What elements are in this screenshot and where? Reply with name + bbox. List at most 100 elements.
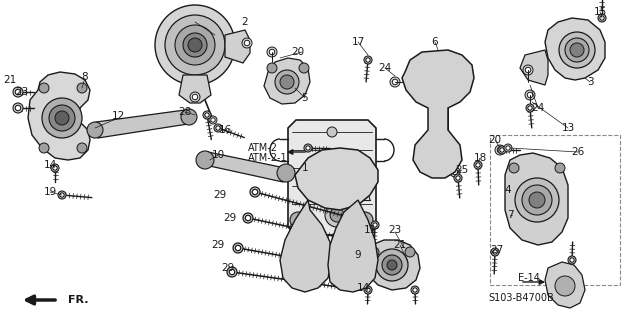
Text: ATM-2: ATM-2	[248, 143, 278, 153]
Text: 11: 11	[363, 225, 377, 235]
Circle shape	[227, 267, 237, 277]
Circle shape	[327, 127, 337, 137]
Polygon shape	[264, 58, 310, 104]
Circle shape	[497, 147, 503, 153]
Circle shape	[42, 98, 82, 138]
Text: 1: 1	[302, 163, 309, 173]
Circle shape	[426, 148, 450, 172]
Circle shape	[290, 212, 306, 228]
Circle shape	[15, 105, 21, 111]
Circle shape	[55, 111, 69, 125]
Circle shape	[515, 178, 559, 222]
Circle shape	[357, 212, 373, 228]
Text: 5: 5	[302, 93, 309, 103]
Circle shape	[181, 109, 197, 125]
Circle shape	[299, 63, 309, 73]
Polygon shape	[200, 152, 290, 182]
Circle shape	[456, 176, 460, 180]
Circle shape	[493, 250, 497, 254]
Circle shape	[243, 213, 253, 223]
Circle shape	[327, 170, 343, 186]
Circle shape	[196, 151, 214, 169]
Text: 12: 12	[111, 111, 124, 121]
Circle shape	[413, 288, 417, 292]
Circle shape	[275, 70, 299, 94]
Polygon shape	[295, 148, 378, 210]
Text: 26: 26	[572, 147, 585, 157]
Circle shape	[450, 167, 460, 177]
Text: 15: 15	[593, 7, 606, 17]
Polygon shape	[328, 200, 378, 292]
Circle shape	[376, 249, 408, 281]
Text: 10: 10	[211, 150, 225, 160]
Text: 14: 14	[43, 160, 57, 170]
Polygon shape	[520, 50, 548, 85]
Circle shape	[15, 89, 21, 95]
Polygon shape	[28, 72, 90, 160]
Text: 29: 29	[224, 213, 237, 223]
Text: 28: 28	[178, 107, 192, 117]
Circle shape	[77, 143, 87, 153]
Circle shape	[390, 77, 400, 87]
Text: 29: 29	[211, 240, 225, 250]
Circle shape	[529, 192, 545, 208]
Circle shape	[411, 286, 419, 294]
Text: 25: 25	[455, 165, 469, 175]
Circle shape	[600, 16, 604, 20]
Circle shape	[364, 56, 372, 64]
Circle shape	[77, 83, 87, 93]
Circle shape	[188, 38, 202, 52]
Text: 21: 21	[393, 240, 406, 250]
Circle shape	[559, 32, 595, 68]
Circle shape	[244, 40, 250, 46]
Circle shape	[476, 163, 480, 167]
Text: 23: 23	[15, 87, 29, 97]
Circle shape	[392, 79, 398, 85]
Circle shape	[245, 215, 251, 221]
Circle shape	[405, 247, 415, 257]
Text: 20: 20	[488, 135, 502, 145]
Circle shape	[269, 49, 275, 55]
Circle shape	[364, 286, 372, 294]
Circle shape	[369, 247, 379, 257]
Text: 18: 18	[473, 153, 486, 163]
Circle shape	[528, 106, 532, 110]
Circle shape	[229, 269, 235, 275]
Circle shape	[527, 92, 533, 98]
Circle shape	[87, 122, 103, 138]
Text: 24: 24	[531, 103, 545, 113]
Circle shape	[216, 126, 220, 130]
Polygon shape	[280, 200, 332, 292]
Text: 27: 27	[490, 245, 504, 255]
Circle shape	[555, 163, 565, 173]
Circle shape	[526, 104, 534, 112]
Circle shape	[60, 193, 64, 197]
Text: S103-B4700B: S103-B4700B	[488, 293, 554, 303]
Circle shape	[306, 146, 311, 150]
Circle shape	[277, 164, 295, 182]
Circle shape	[555, 276, 575, 296]
Circle shape	[51, 164, 59, 172]
Circle shape	[453, 57, 463, 67]
Circle shape	[431, 153, 445, 167]
Circle shape	[570, 43, 584, 57]
Circle shape	[235, 245, 241, 251]
Polygon shape	[545, 262, 585, 308]
Text: 17: 17	[351, 37, 364, 47]
Polygon shape	[225, 30, 250, 63]
Text: 2: 2	[242, 17, 248, 27]
Circle shape	[366, 288, 370, 292]
Text: FR.: FR.	[68, 295, 88, 305]
Circle shape	[523, 65, 533, 75]
Circle shape	[205, 113, 209, 117]
Circle shape	[280, 75, 294, 89]
Text: 19: 19	[43, 187, 57, 197]
Text: 8: 8	[82, 72, 88, 82]
Circle shape	[330, 208, 344, 222]
Text: 29: 29	[213, 190, 227, 200]
Circle shape	[321, 164, 349, 192]
Text: 24: 24	[378, 63, 392, 73]
Text: E-14: E-14	[518, 273, 540, 283]
Circle shape	[509, 163, 519, 173]
Circle shape	[565, 38, 589, 62]
